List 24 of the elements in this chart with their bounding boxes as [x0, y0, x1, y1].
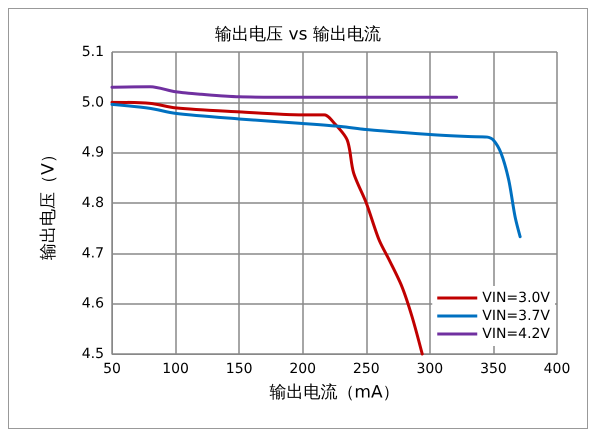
line-series: [110, 102, 522, 238]
y-tick-label: 4.7: [82, 245, 104, 262]
legend-label: VIN=3.7V: [482, 308, 550, 324]
y-tick-label: 4.6: [82, 296, 104, 312]
x-tick-label: 300: [416, 361, 444, 377]
y-tick-label: 5.0: [82, 94, 104, 110]
x-tick-label: 50: [103, 361, 121, 377]
x-tick-label: 100: [162, 361, 189, 377]
chart-title: 输出电压 vs 输出电流: [215, 24, 381, 44]
x-tick-label: 250: [352, 361, 380, 377]
y-tick-label: 4.5: [82, 346, 104, 362]
legend-label: VIN=4.2V: [482, 326, 550, 342]
y-tick-label: 4.8: [82, 195, 104, 211]
x-axis-title: 输出电流（mA）: [269, 382, 400, 402]
x-tick-label: 150: [226, 361, 253, 377]
line-series: [110, 85, 458, 99]
line-series: [110, 100, 424, 356]
legend-label: VIN=3.0V: [482, 290, 550, 306]
y-tick-label: 5.1: [82, 44, 104, 60]
y-axis-title: 输出电压（V）: [38, 146, 58, 260]
x-tick-label: 400: [544, 361, 570, 377]
x-tick-label: 350: [480, 361, 507, 377]
y-tick-label: 4.9: [82, 144, 104, 161]
x-tick-label: 200: [289, 361, 316, 377]
